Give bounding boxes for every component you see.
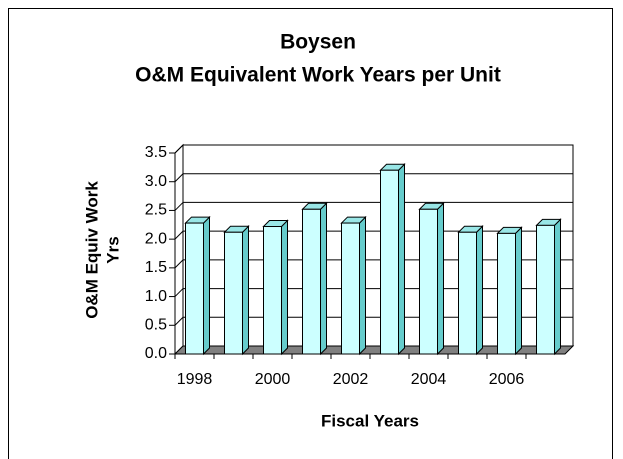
grid-line-side <box>174 144 184 154</box>
bar <box>341 222 360 355</box>
y-tick-label: 0.5 <box>145 317 167 334</box>
x-tick-label: 1998 <box>177 371 213 388</box>
bar-side <box>203 215 210 356</box>
bar-side <box>515 226 522 356</box>
chart-subtitle: O&M Equivalent Work Years per Unit <box>135 64 501 87</box>
x-tick-label: 2006 <box>489 371 525 388</box>
chart-title: Boysen <box>280 31 356 54</box>
x-tick-label: 2002 <box>333 371 369 388</box>
bar-side <box>398 163 405 356</box>
x-tick-label: 2004 <box>411 371 447 388</box>
bar-side <box>320 202 327 356</box>
bar-side <box>476 225 483 356</box>
bar-side <box>554 218 561 356</box>
bar <box>302 208 321 355</box>
bar <box>380 169 399 355</box>
grid-line-side <box>174 202 184 211</box>
grid-line-side <box>174 173 184 183</box>
bar <box>263 226 282 355</box>
y-tick-label: 3.0 <box>145 173 167 190</box>
y-tick-label: 1.5 <box>145 259 167 276</box>
x-axis-label: Fiscal Years <box>321 411 419 430</box>
y-tick-label: 2.0 <box>145 230 167 247</box>
y-axis-label: Yrs <box>103 236 122 263</box>
y-tick-label: 2.5 <box>145 202 167 219</box>
bar-side <box>437 202 444 356</box>
bar <box>419 208 438 355</box>
bar-side <box>242 225 249 356</box>
grid-line-side <box>174 230 184 240</box>
bar <box>185 222 204 355</box>
bar-side <box>359 215 366 356</box>
x-tick-label: 2000 <box>255 371 291 388</box>
y-tick-label: 3.5 <box>145 144 167 161</box>
bar-side <box>281 219 288 356</box>
bar <box>224 231 243 355</box>
grid-line-side <box>174 316 184 326</box>
bar <box>458 231 477 355</box>
y-tick-label: 0.0 <box>145 345 167 362</box>
grid-line-side <box>174 288 184 297</box>
bar <box>497 232 516 355</box>
bar <box>536 224 555 355</box>
y-axis-label: O&M Equiv Work <box>82 181 101 319</box>
grid-line-side <box>174 259 184 269</box>
y-tick-label: 1.0 <box>145 288 167 305</box>
side-wall <box>174 143 184 356</box>
